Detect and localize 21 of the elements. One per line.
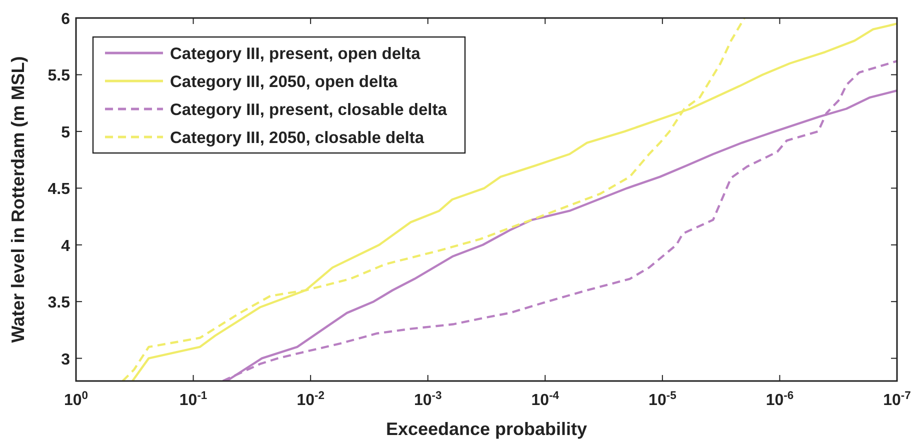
y-axis-title: Water level in Rotterdam (m MSL) [8, 56, 28, 343]
x-tick-label: 10$^{-3}$ [414, 390, 442, 409]
x-tick-label: 10$^{-5}$ [648, 390, 676, 409]
legend-label: Category III, 2050, closable delta [170, 129, 425, 147]
x-tick-label: 10$^{-4}$ [531, 390, 560, 409]
y-tick-label: 5 [61, 124, 70, 142]
y-tick-label: 4 [61, 238, 70, 255]
legend-label: Category III, present, open delta [170, 45, 422, 63]
y-tick-label: 5.5 [48, 68, 70, 85]
y-tick-label: 4.5 [48, 181, 70, 198]
x-tick-label: 10$^{-2}$ [296, 390, 324, 409]
legend-label: Category III, present, closable delta [170, 101, 448, 119]
x-tick-label: 10$^{0}$ [64, 390, 88, 409]
x-tick-label: 10$^{-7}$ [883, 390, 911, 409]
x-tick-label: 10$^{-1}$ [179, 390, 208, 409]
x-axis-title: Exceedance probability [386, 419, 588, 439]
x-tick-label: 10$^{-6}$ [766, 390, 794, 409]
legend-label: Category III, 2050, open delta [170, 73, 398, 91]
y-tick-label: 3 [61, 351, 70, 368]
y-tick-label: 6 [61, 11, 70, 28]
y-tick-label: 3.5 [48, 294, 70, 312]
